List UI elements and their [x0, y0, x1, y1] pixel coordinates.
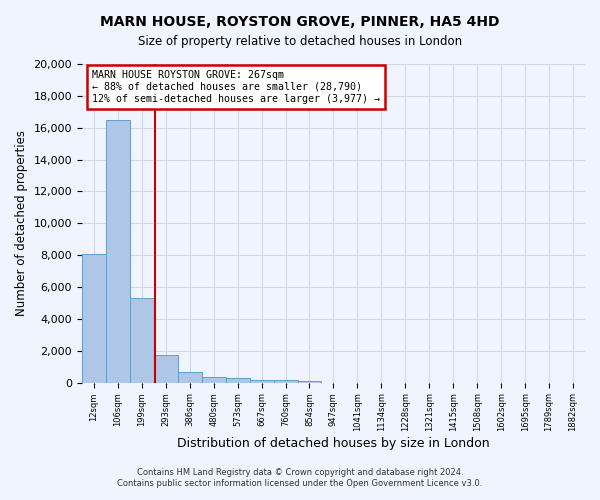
Bar: [226, 378, 250, 382]
Text: MARN HOUSE, ROYSTON GROVE, PINNER, HA5 4HD: MARN HOUSE, ROYSTON GROVE, PINNER, HA5 4…: [100, 15, 500, 29]
Bar: [178, 372, 202, 382]
Y-axis label: Number of detached properties: Number of detached properties: [15, 130, 28, 316]
Bar: [298, 381, 322, 382]
Bar: [82, 254, 106, 382]
Bar: [106, 120, 130, 382]
Text: MARN HOUSE ROYSTON GROVE: 267sqm
← 88% of detached houses are smaller (28,790)
1: MARN HOUSE ROYSTON GROVE: 267sqm ← 88% o…: [92, 70, 380, 104]
Bar: [202, 377, 226, 382]
Bar: [250, 380, 274, 382]
Bar: [274, 380, 298, 382]
Text: Size of property relative to detached houses in London: Size of property relative to detached ho…: [138, 35, 462, 48]
X-axis label: Distribution of detached houses by size in London: Distribution of detached houses by size …: [177, 437, 490, 450]
Text: Contains HM Land Registry data © Crown copyright and database right 2024.
Contai: Contains HM Land Registry data © Crown c…: [118, 468, 482, 487]
Bar: [130, 298, 154, 382]
Bar: [154, 354, 178, 382]
